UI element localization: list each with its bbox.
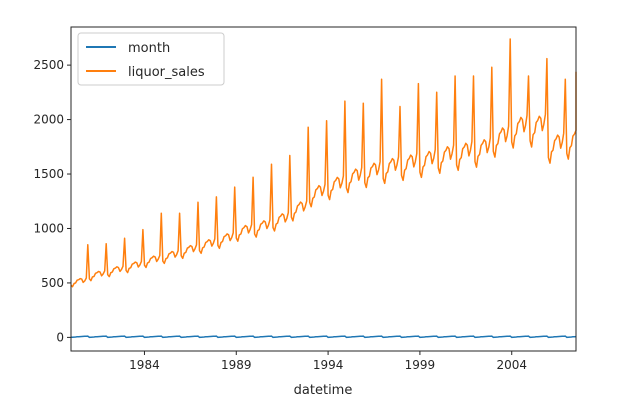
x-tick-label: 1984 — [129, 358, 160, 372]
legend-label-liquor-sales: liquor_sales — [128, 65, 205, 80]
y-tick-label: 2000 — [33, 113, 64, 127]
x-tick-label: 1989 — [221, 358, 252, 372]
y-axis: 0 500 1000 1500 2000 2500 — [33, 58, 71, 344]
legend: month liquor_sales — [77, 32, 225, 86]
legend-label-month: month — [128, 41, 170, 56]
plot-frame — [70, 26, 577, 352]
series-line-liquor-sales — [70, 38, 577, 288]
plot-series — [70, 38, 577, 339]
y-tick-label: 1500 — [33, 167, 64, 181]
x-tick-label: 1994 — [313, 358, 344, 372]
y-tick-label: 500 — [41, 276, 64, 290]
y-tick-label: 2500 — [33, 58, 64, 72]
x-axis-title: datetime — [294, 383, 353, 398]
x-axis: 1984 1989 1994 1999 2004 — [129, 351, 527, 372]
y-tick-label: 0 — [56, 330, 64, 344]
y-tick-label: 1000 — [33, 221, 64, 235]
x-tick-label: 2004 — [496, 358, 527, 372]
x-tick-label: 1999 — [405, 358, 436, 372]
series-line-month — [70, 335, 577, 339]
